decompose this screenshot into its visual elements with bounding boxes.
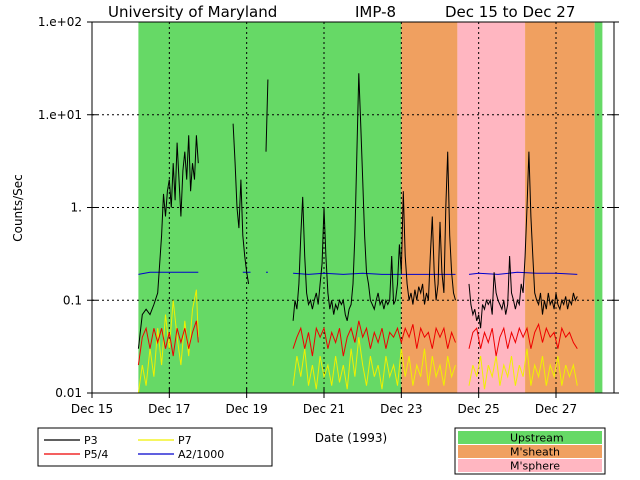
x-tick-label: Dec 27 (535, 402, 577, 416)
legend-label-p3: P3 (84, 434, 98, 447)
series-line-p5-4 (137, 320, 578, 366)
x-tick-label: Dec 21 (303, 402, 345, 416)
region-legend-swatch-upstream (458, 431, 602, 444)
x-axis-label: Date (1993) (315, 431, 387, 445)
region-legend-swatch-m-sphere (458, 459, 602, 472)
x-tick-label: Dec 17 (148, 402, 190, 416)
y-tick-label: 0.01 (55, 386, 82, 400)
y-tick-label: 0.1 (63, 293, 82, 307)
legend-label-p5-4: P5/4 (84, 448, 108, 461)
axes: 0.01 0.1 1. 1.e+01 1.e+02 Dec 15 Dec 17 Dec 19 D… (38, 15, 619, 416)
title-institution: University of Maryland (108, 3, 277, 21)
legend-label-a2-1000: A2/1000 (178, 448, 224, 461)
y-tick-label: 1.e+02 (38, 15, 82, 29)
y-tick-label: 1.e+01 (38, 108, 82, 122)
region-legend-label-m-sheath: M'sheath (510, 446, 560, 459)
legend-label-p7: P7 (178, 434, 192, 447)
x-tick-label: Dec 15 (71, 402, 113, 416)
series-line-p7 (137, 289, 578, 394)
series-legend-box (37, 427, 273, 467)
x-tick-label: Dec 25 (458, 402, 500, 416)
series-layer (137, 73, 578, 394)
y-axis-label: Counts/Sec (11, 174, 25, 242)
region-legend-swatch-m-sheath (458, 445, 602, 458)
title-date-range: Dec 15 to Dec 27 (445, 3, 575, 21)
title-spacecraft: IMP-8 (355, 3, 396, 21)
x-tick-label: Dec 19 (226, 402, 268, 416)
series-line-p3 (137, 73, 578, 349)
region-legend-label-upstream: Upstream (510, 432, 564, 445)
y-tick-label: 1. (71, 201, 82, 215)
region-legend-label-m-sphere: M'sphere (510, 460, 560, 473)
x-tick-label: Dec 23 (380, 402, 422, 416)
